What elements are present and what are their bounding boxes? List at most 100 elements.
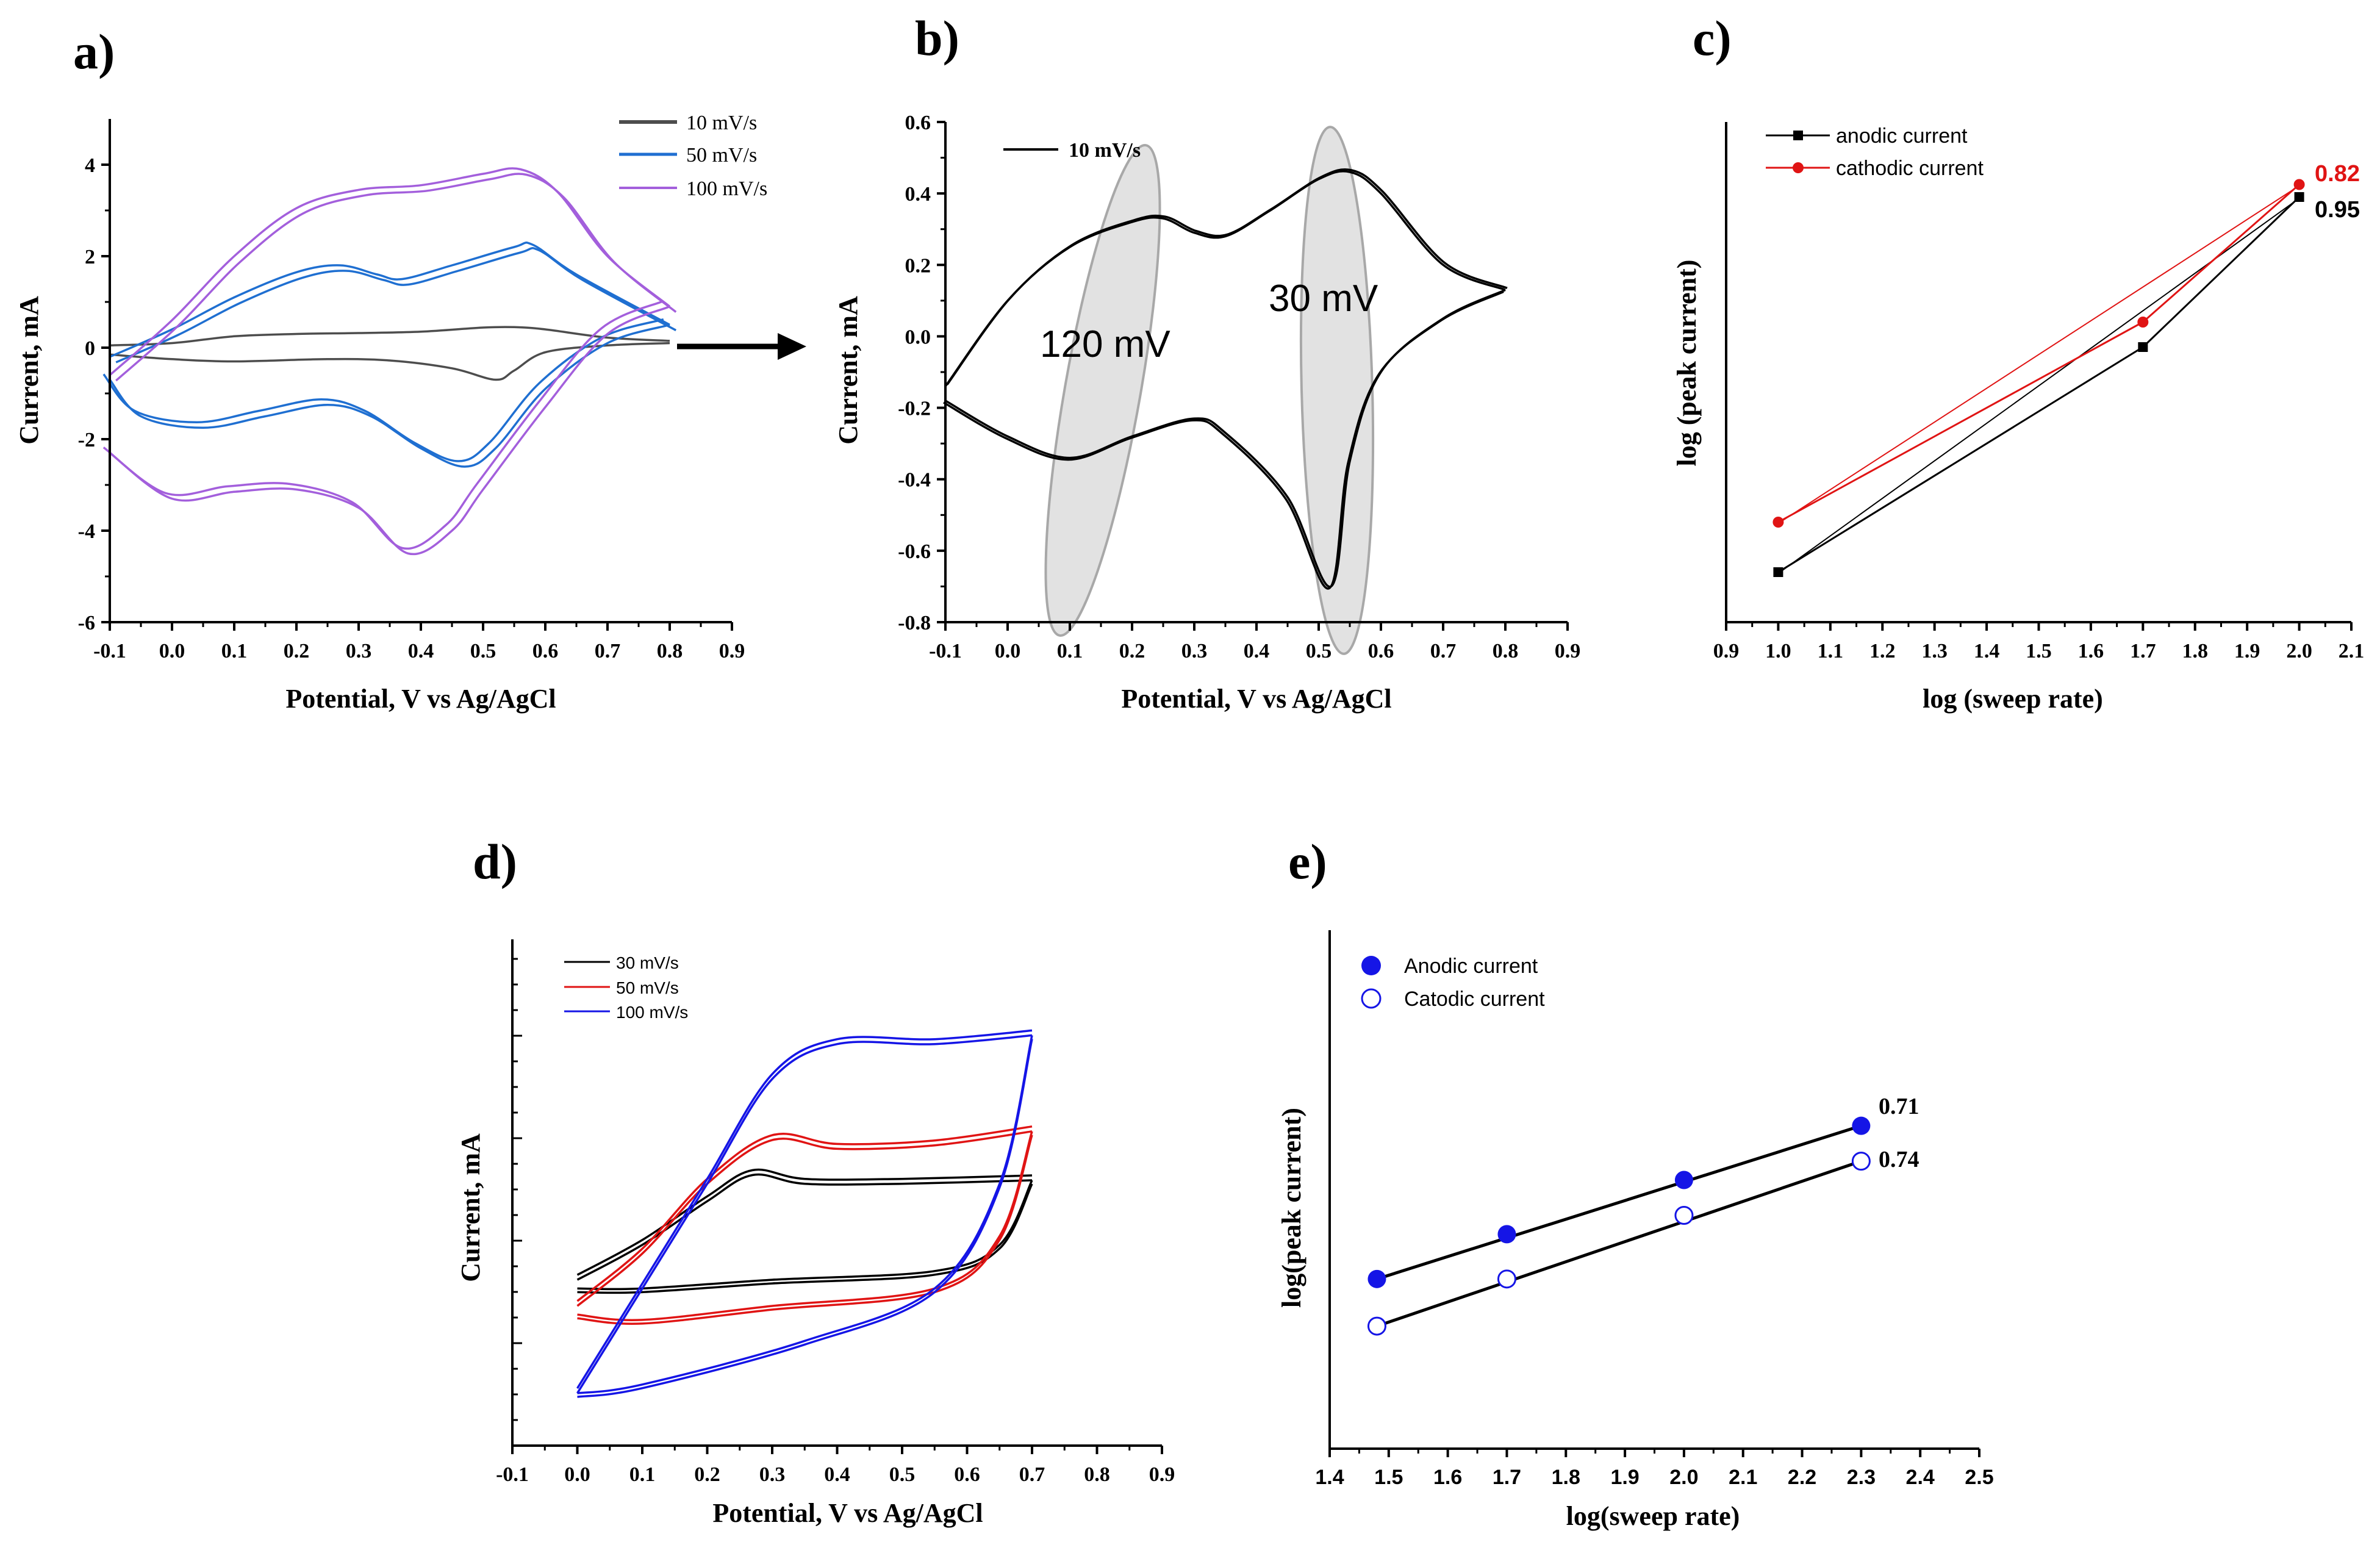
panel-d-ylabel: Current, mA <box>456 1133 486 1282</box>
x-tick-label: 1.2 <box>1869 640 1896 662</box>
annotation-120mv: 120 mV <box>1040 323 1170 365</box>
x-tick-label: 1.1 <box>1818 640 1844 662</box>
x-tick-label: 0.9 <box>1713 640 1740 662</box>
x-tick-label: 0.6 <box>954 1463 980 1486</box>
fit-line-catodic <box>1376 1160 1862 1328</box>
x-tick-label: 0.7 <box>595 640 621 662</box>
panel-d-label: d) <box>473 834 517 889</box>
y-tick-label: 0 <box>85 337 95 360</box>
cv-curve-d-100mVs-upper <box>576 1029 1033 1390</box>
x-tick-label: 0.0 <box>995 640 1021 662</box>
x-tick-label: 0.8 <box>1493 640 1519 662</box>
x-tick-label: 0.3 <box>1181 640 1208 662</box>
y-tick-label: 0.0 <box>905 326 931 348</box>
cv-curve-d-30mVs-upper <box>576 1168 1033 1276</box>
x-tick-label: 1.8 <box>1552 1466 1580 1489</box>
x-tick-label: -0.1 <box>93 640 126 662</box>
panel-b-highlights <box>1044 126 1375 655</box>
x-tick-label: 1.5 <box>2026 640 2052 662</box>
x-tick-label: 1.0 <box>1765 640 1791 662</box>
panel-e-xlabel: log(sweep rate) <box>1566 1501 1740 1531</box>
panel-c-legend: anodic current cathodic current <box>1766 124 1984 180</box>
legend-label-100: 100 mV/s <box>686 178 767 200</box>
x-tick-label: 0.1 <box>221 640 248 662</box>
panel-e-label: e) <box>1288 834 1327 889</box>
y-tick-label: 0.6 <box>905 112 931 134</box>
x-tick-label: 2.3 <box>1847 1466 1876 1489</box>
panel-c-ylabel: log (peak current) <box>1672 260 1702 467</box>
panel-b-xlabel: Potential, V vs Ag/AgCl <box>1121 684 1391 714</box>
x-tick-label: 0.5 <box>470 640 496 662</box>
x-tick-label: 1.6 <box>1433 1466 1462 1489</box>
x-tick-label: 2.5 <box>1965 1466 1993 1489</box>
panel-e: e) 1.4 1.5 1.6 1.7 1.8 1.9 2.0 2.1 2.2 2.3 2.4 2.5 … <box>1277 834 1994 1531</box>
series-fit-cathodic <box>1777 185 2300 524</box>
x-tick-label: 0.9 <box>719 640 745 662</box>
arrow-a-to-b <box>677 333 806 360</box>
x-tick-label: 0.8 <box>657 640 683 662</box>
panel-c-label: c) <box>1693 10 1732 66</box>
cv-curve-b-anodic-repeat <box>946 168 1508 386</box>
y-tick-label: -0.6 <box>898 540 931 563</box>
x-tick-label: 0.3 <box>759 1463 786 1486</box>
legend-label-30: 30 mV/s <box>616 953 679 972</box>
panel-b-label: b) <box>915 10 959 66</box>
cv-curve-d-100mVs-lower <box>577 1039 1033 1398</box>
x-tick-label: 0.2 <box>694 1463 720 1486</box>
data-point-anodic-e <box>1367 1269 1386 1288</box>
x-tick-label: 1.6 <box>2078 640 2104 662</box>
x-tick-label: 0.6 <box>532 640 559 662</box>
cv-curve-d-100mVs-lower <box>577 1035 1033 1394</box>
x-tick-label: 1.7 <box>2130 640 2156 662</box>
y-tick-label: -0.4 <box>898 469 931 492</box>
panel-a-label: a) <box>73 24 115 79</box>
x-tick-label: 0.5 <box>1306 640 1332 662</box>
x-tick-label: 0.2 <box>284 640 310 662</box>
x-tick-label: 1.9 <box>1610 1466 1639 1489</box>
cv-curve-50mVs-cathodic <box>102 318 664 462</box>
x-tick-label: 0.3 <box>346 640 372 662</box>
panel-d: d) -0.1 0.0 0.1 0.2 0.3 0.4 0.5 0.6 0.7 0.8 0.9 Po… <box>456 834 1175 1528</box>
y-tick-label: 0.2 <box>905 254 931 277</box>
x-tick-label: 0.7 <box>1019 1463 1045 1486</box>
data-point-catodic-e <box>1497 1269 1516 1289</box>
cv-curve-100mVs-anodic <box>109 167 671 376</box>
x-tick-label: 1.4 <box>1974 640 2000 662</box>
legend-label-anodic: anodic current <box>1836 124 1968 148</box>
legend-label-b: 10 mV/s <box>1069 139 1141 162</box>
x-tick-label: 0.4 <box>1244 640 1270 662</box>
panel-b-ylabel: Current, mA <box>833 296 863 445</box>
panel-a: a) -0.1 0.0 0.1 0.2 0.3 0.4 0.5 0.6 0.7 0.8 0.9 4 2… <box>14 24 767 714</box>
x-tick-label: 0.7 <box>1430 640 1457 662</box>
legend-label-catodic-e: Catodic current <box>1404 988 1545 1011</box>
panel-c-xlabel: log (sweep rate) <box>1923 684 2103 714</box>
panel-a-legend: 10 mV/s 50 mV/s 100 mV/s <box>619 112 767 200</box>
x-tick-label: 0.1 <box>629 1463 656 1486</box>
y-tick-label: -6 <box>78 612 95 634</box>
cv-curve-d-30mVs-lower <box>577 1180 1033 1291</box>
cv-curve-d-100mVs-upper <box>576 1034 1033 1394</box>
legend-label-50d: 50 mV/s <box>616 978 679 997</box>
x-tick-label: 0.4 <box>824 1463 850 1486</box>
slope-label-anodic: 0.95 <box>2315 197 2360 223</box>
x-tick-label: 2.0 <box>2286 640 2312 662</box>
legend-marker-catodic-e <box>1361 988 1382 1009</box>
data-point-catodic-e <box>1367 1316 1386 1336</box>
annotation-30mv: 30 mV <box>1269 278 1378 320</box>
x-tick-label: 2.1 <box>1729 1466 1757 1489</box>
cv-curve-d-50mVs-lower <box>577 1135 1033 1325</box>
x-tick-label: 0.9 <box>1149 1463 1175 1486</box>
series-line-cathodic <box>1777 184 2300 523</box>
panel-d-x-ticks: -0.1 0.0 0.1 0.2 0.3 0.4 0.5 0.6 0.7 0.8 0.9 <box>496 1446 1175 1486</box>
cv-curve-100mVs-cathodic <box>102 299 664 550</box>
series-fit-anodic <box>1777 198 2300 574</box>
x-tick-label: 2.0 <box>1669 1466 1698 1489</box>
cv-curve-100mVs-anodic <box>115 173 677 382</box>
data-point-catodic-e <box>1674 1206 1694 1225</box>
data-point-cathodic <box>2293 179 2305 190</box>
y-tick-label: 4 <box>85 154 95 177</box>
legend-marker-cathodic <box>1793 162 1804 173</box>
panel-a-y-ticks: 4 2 0 -2 -4 -6 <box>78 154 110 634</box>
panel-d-xlabel: Potential, V vs Ag/AgCl <box>712 1498 983 1528</box>
